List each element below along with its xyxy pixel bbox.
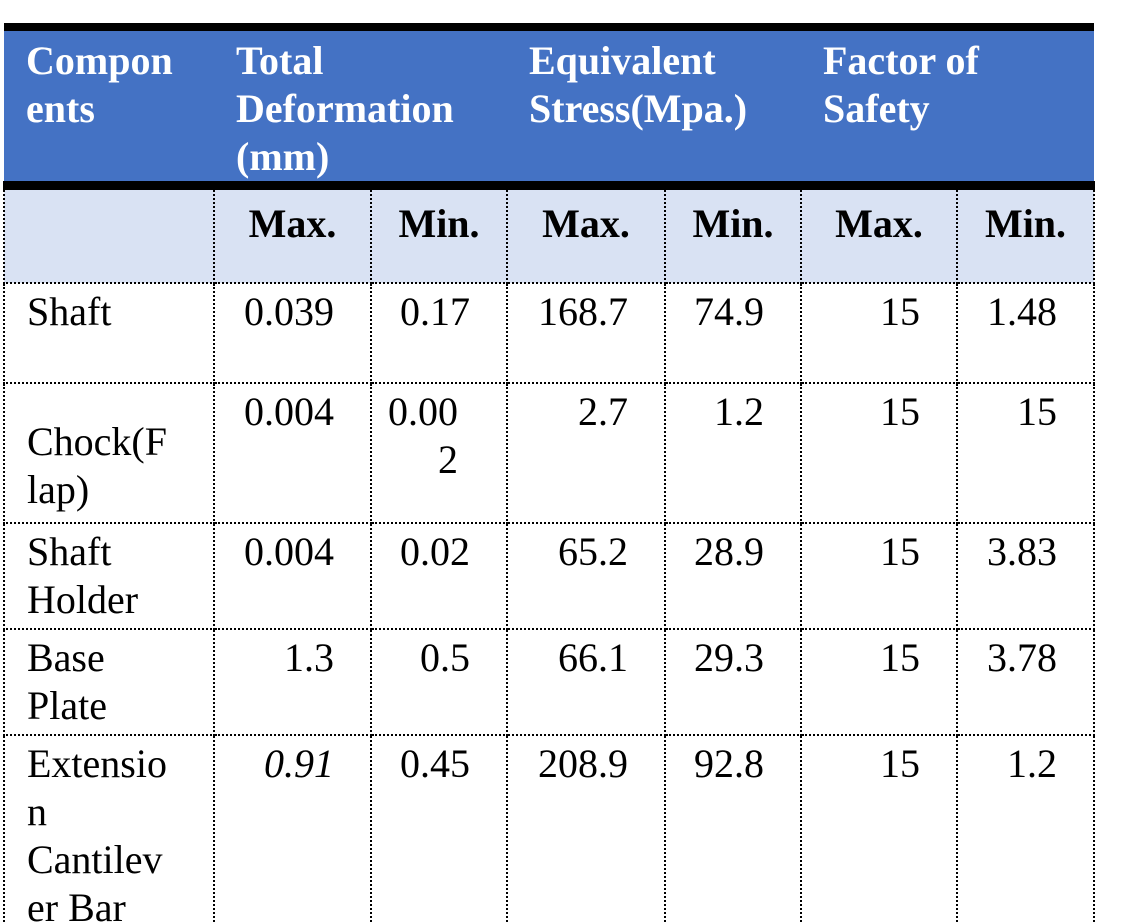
subheader-empty-cell: [3, 185, 215, 284]
value-cell: 0.02: [370, 521, 508, 630]
value-cell: 3.78: [956, 627, 1095, 736]
value-cell: 1.2: [956, 733, 1095, 922]
value-cell: 0.004: [213, 521, 372, 630]
value-cell: 2.7: [506, 381, 666, 524]
component-cell: Shaft Holder: [3, 521, 215, 630]
header-components: Components: [4, 23, 214, 190]
value-cell: 208.9: [506, 733, 666, 922]
component-cell: Shaft: [3, 281, 215, 384]
subheader-deformation-min: Min.: [370, 185, 508, 284]
value-cell: 0.45: [370, 733, 508, 922]
value-cell: 15: [800, 733, 958, 922]
component-cell: Chock(Flap): [3, 381, 215, 524]
table-row-chock-flap: Chock(Flap) 0.004 0.002 2.7 1.2 15 15: [3, 381, 1095, 524]
value-cell: 0.002: [370, 381, 508, 524]
component-cell: Base Plate: [3, 627, 215, 736]
value-cell: 0.91: [213, 733, 372, 922]
value-cell: 0.5: [370, 627, 508, 736]
value-cell: 15: [956, 381, 1095, 524]
header-equivalent-stress: Equivalent Stress(Mpa.): [507, 23, 801, 190]
value-cell: 0.039: [213, 281, 372, 384]
component-cell: Extension Cantilever Bar: [3, 733, 215, 922]
value-cell: 1.48: [956, 281, 1095, 384]
table-row-shaft-holder: Shaft Holder 0.004 0.02 65.2 28.9 15 3.8…: [3, 521, 1095, 630]
value-cell: 15: [800, 381, 958, 524]
value-cell: 29.3: [664, 627, 802, 736]
value-cell: 65.2: [506, 521, 666, 630]
table-row-base-plate: Base Plate 1.3 0.5 66.1 29.3 15 3.78: [3, 627, 1095, 736]
value-cell: 3.83: [956, 521, 1095, 630]
subheader-deformation-max: Max.: [213, 185, 372, 284]
value-cell: 1.2: [664, 381, 802, 524]
value-cell: 15: [800, 521, 958, 630]
header-factor-of-safety: Factor of Safety: [801, 23, 1094, 190]
value-cell: 66.1: [506, 627, 666, 736]
subheader-stress-min: Min.: [664, 185, 802, 284]
subheader-stress-max: Max.: [506, 185, 666, 284]
value-cell: 0.17: [370, 281, 508, 384]
value-cell: 0.004: [213, 381, 372, 524]
subheader-safety-max: Max.: [800, 185, 958, 284]
value-cell: 15: [800, 627, 958, 736]
table-subheader-row: Max. Min. Max. Min. Max. Min.: [3, 185, 1095, 284]
subheader-safety-min: Min.: [956, 185, 1095, 284]
value-cell: 28.9: [664, 521, 802, 630]
value-cell: 168.7: [506, 281, 666, 384]
table-row-shaft: Shaft 0.039 0.17 168.7 74.9 15 1.48: [3, 281, 1095, 384]
value-cell: 92.8: [664, 733, 802, 922]
header-total-deformation: Total Deformation (mm): [214, 23, 507, 190]
value-cell: 1.3: [213, 627, 372, 736]
value-cell: 74.9: [664, 281, 802, 384]
table-group-header-row: Components Total Deformation (mm) Equiva…: [4, 23, 1094, 190]
value-cell: 15: [800, 281, 958, 384]
results-table: Components Total Deformation (mm) Equiva…: [3, 23, 1095, 922]
table-row-extension-cantilever-bar: Extension Cantilever Bar 0.91 0.45 208.9…: [3, 733, 1095, 922]
